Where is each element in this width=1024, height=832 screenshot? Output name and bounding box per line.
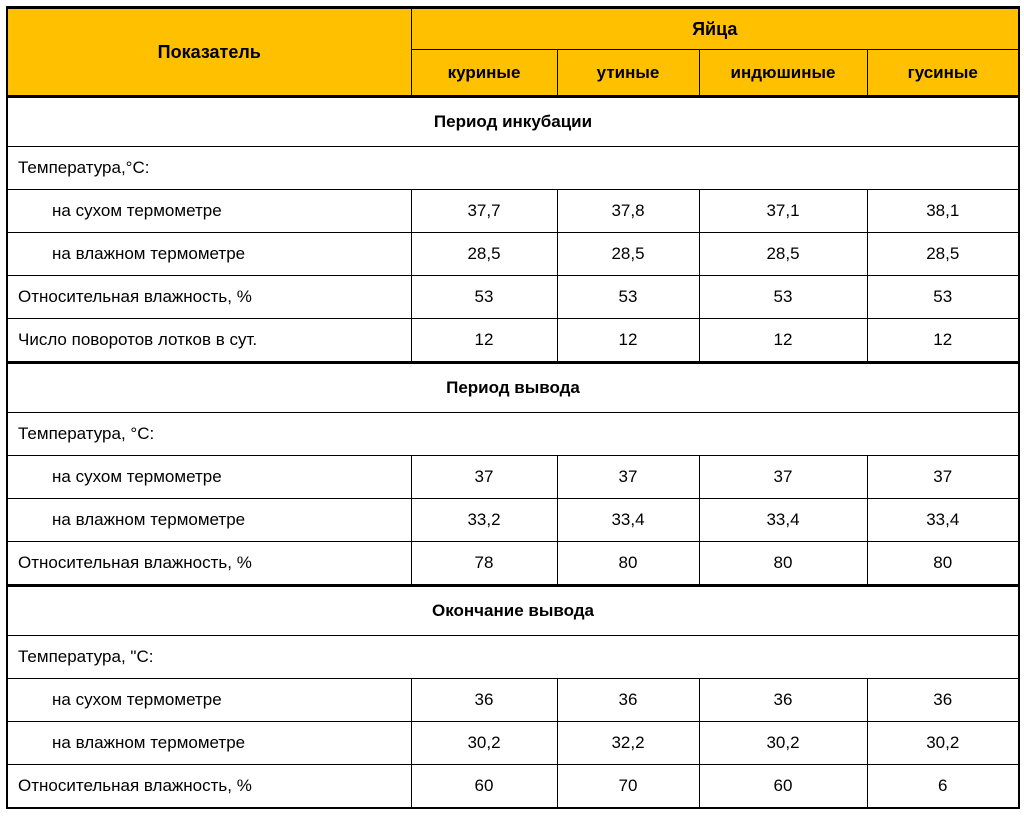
header-col-1: утиные — [557, 50, 699, 97]
table-row: Относительная влажность, %78808080 — [7, 542, 1019, 586]
table-row: на сухом термометре37373737 — [7, 456, 1019, 499]
cell-value: 28,5 — [411, 233, 557, 276]
cell-value: 38,1 — [867, 190, 1019, 233]
cell-value: 53 — [867, 276, 1019, 319]
cell-value: 80 — [557, 542, 699, 586]
cell-value: 30,2 — [867, 722, 1019, 765]
cell-value: 33,4 — [557, 499, 699, 542]
table-row: Температура,°C: — [7, 147, 1019, 190]
header-eggs: Яйца — [411, 8, 1019, 50]
row-label: на сухом термометре — [7, 679, 411, 722]
cell-value: 80 — [867, 542, 1019, 586]
row-label: на влажном термометре — [7, 233, 411, 276]
cell-value: 6 — [867, 765, 1019, 809]
cell-value: 36 — [557, 679, 699, 722]
row-label: Относительная влажность, % — [7, 542, 411, 586]
cell-value: 36 — [699, 679, 867, 722]
table-body: Период инкубацииТемпература,°C:на сухом … — [7, 97, 1019, 809]
table-row: Относительная влажность, %6070606 — [7, 765, 1019, 809]
cell-value: 36 — [867, 679, 1019, 722]
cell-value: 37 — [411, 456, 557, 499]
header-indicator: Показатель — [7, 8, 411, 97]
cell-value: 33,2 — [411, 499, 557, 542]
header-col-2: индюшиные — [699, 50, 867, 97]
cell-value: 28,5 — [557, 233, 699, 276]
row-label: Температура, °C: — [7, 413, 1019, 456]
section-title: Период инкубации — [7, 97, 1019, 147]
table-row: Число поворотов лотков в сут.12121212 — [7, 319, 1019, 363]
cell-value: 12 — [867, 319, 1019, 363]
cell-value: 53 — [557, 276, 699, 319]
section-title: Период вывода — [7, 363, 1019, 413]
cell-value: 12 — [557, 319, 699, 363]
section-title: Окончание вывода — [7, 586, 1019, 636]
cell-value: 37 — [699, 456, 867, 499]
table-row: на влажном термометре30,232,230,230,2 — [7, 722, 1019, 765]
row-label: на влажном термометре — [7, 722, 411, 765]
row-label: Температура, "C: — [7, 636, 1019, 679]
table-row: на влажном термометре33,233,433,433,4 — [7, 499, 1019, 542]
incubation-table: Показатель Яйца куриные утиные индюшиные… — [6, 6, 1020, 809]
row-label: Температура,°C: — [7, 147, 1019, 190]
cell-value: 28,5 — [699, 233, 867, 276]
cell-value: 53 — [411, 276, 557, 319]
cell-value: 37,7 — [411, 190, 557, 233]
cell-value: 70 — [557, 765, 699, 809]
cell-value: 80 — [699, 542, 867, 586]
cell-value: 37,1 — [699, 190, 867, 233]
cell-value: 12 — [699, 319, 867, 363]
cell-value: 28,5 — [867, 233, 1019, 276]
table-row: Температура, "C: — [7, 636, 1019, 679]
cell-value: 53 — [699, 276, 867, 319]
cell-value: 60 — [411, 765, 557, 809]
row-label: Относительная влажность, % — [7, 765, 411, 809]
row-label: Относительная влажность, % — [7, 276, 411, 319]
header-col-3: гусиные — [867, 50, 1019, 97]
cell-value: 37 — [867, 456, 1019, 499]
cell-value: 60 — [699, 765, 867, 809]
cell-value: 30,2 — [411, 722, 557, 765]
cell-value: 78 — [411, 542, 557, 586]
cell-value: 12 — [411, 319, 557, 363]
row-label: на влажном термометре — [7, 499, 411, 542]
cell-value: 32,2 — [557, 722, 699, 765]
cell-value: 36 — [411, 679, 557, 722]
table-row: на сухом термометре37,737,837,138,1 — [7, 190, 1019, 233]
cell-value: 37,8 — [557, 190, 699, 233]
table-row: на влажном термометре28,528,528,528,5 — [7, 233, 1019, 276]
table-row: на сухом термометре36363636 — [7, 679, 1019, 722]
row-label: на сухом термометре — [7, 456, 411, 499]
cell-value: 30,2 — [699, 722, 867, 765]
row-label: Число поворотов лотков в сут. — [7, 319, 411, 363]
table-row: Относительная влажность, %53535353 — [7, 276, 1019, 319]
cell-value: 33,4 — [867, 499, 1019, 542]
cell-value: 37 — [557, 456, 699, 499]
table-row: Температура, °C: — [7, 413, 1019, 456]
row-label: на сухом термометре — [7, 190, 411, 233]
header-col-0: куриные — [411, 50, 557, 97]
cell-value: 33,4 — [699, 499, 867, 542]
